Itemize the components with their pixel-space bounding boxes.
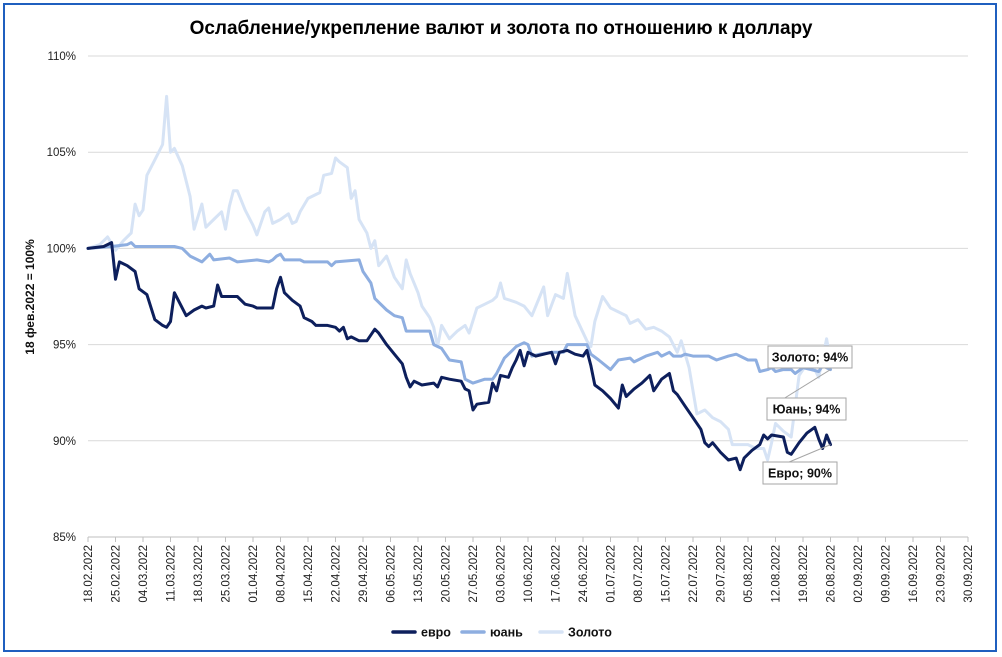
y-tick-label: 95% — [53, 340, 76, 352]
callout-label: Золото; 94% — [772, 351, 849, 365]
x-tick-label: 26.08.2022 — [826, 545, 838, 603]
x-tick-label: 06.05.2022 — [386, 545, 398, 603]
x-tick-label: 03.06.2022 — [496, 545, 508, 603]
y-tick-label: 90% — [53, 436, 76, 448]
x-tick-label: 15.04.2022 — [303, 545, 315, 603]
legend-label: Золото — [568, 626, 612, 640]
y-tick-label: 85% — [53, 532, 76, 544]
x-tick-label: 22.04.2022 — [331, 545, 343, 603]
x-axis-ticks: 18.02.2022 25.02.2022 04.03.2022 11.03.2022… — [83, 537, 975, 603]
legend: евро юань Золото — [391, 626, 612, 640]
x-tick-label: 25.02.2022 — [111, 545, 123, 603]
series-line-2 — [86, 94, 832, 462]
x-tick-label: 29.04.2022 — [358, 545, 370, 603]
y-tick-label: 100% — [47, 243, 76, 255]
x-tick-label: 11.03.2022 — [166, 545, 178, 602]
series-line-1 — [86, 241, 832, 385]
callout-box — [766, 397, 847, 421]
grid — [88, 55, 968, 538]
callout-label: Евро; 90% — [768, 467, 832, 481]
x-tick-label: 18.03.2022 — [193, 545, 205, 603]
x-tick-label: 27.05.2022 — [468, 545, 480, 603]
x-tick-label: 20.05.2022 — [441, 545, 453, 603]
legend-label: евро — [421, 626, 451, 640]
x-tick-label: 22.07.2022 — [688, 545, 700, 603]
x-tick-label: 18.02.2022 — [83, 545, 95, 603]
x-tick-label: 04.03.2022 — [138, 545, 150, 603]
x-tick-label: 13.05.2022 — [413, 545, 425, 603]
x-tick-label: 25.03.2022 — [221, 545, 233, 603]
x-tick-label: 23.09.2022 — [936, 545, 948, 603]
chart-title: Ослабление/укрепление валют и золота по … — [190, 18, 813, 39]
x-tick-label: 16.09.2022 — [908, 545, 920, 603]
x-tick-label: 17.06.2022 — [551, 545, 563, 603]
x-tick-label: 01.07.2022 — [606, 545, 618, 603]
x-tick-label: 30.09.2022 — [963, 545, 975, 603]
x-tick-label: 19.08.2022 — [798, 545, 810, 603]
callout-box — [767, 345, 853, 369]
y-axis-label: 18 фев.2022 = 100% — [23, 239, 37, 355]
x-tick-label: 12.08.2022 — [771, 545, 783, 603]
x-tick-label: 24.06.2022 — [578, 545, 590, 603]
legend-label: юань — [490, 626, 523, 640]
y-axis-ticks: 85% 90% 95% 100% 105% 110% — [47, 51, 76, 544]
x-tick-label: 08.04.2022 — [276, 545, 288, 603]
series-line-0 — [86, 241, 832, 472]
y-tick-label: 105% — [47, 147, 76, 159]
series-lines — [86, 94, 832, 472]
x-tick-label: 15.07.2022 — [661, 545, 673, 603]
x-tick-label: 02.09.2022 — [853, 545, 865, 603]
callout-label: Юань; 94% — [773, 403, 841, 417]
x-tick-label: 08.07.2022 — [633, 545, 645, 603]
x-tick-label: 05.08.2022 — [743, 545, 755, 603]
x-tick-label: 01.04.2022 — [248, 545, 260, 603]
x-tick-label: 10.06.2022 — [523, 545, 535, 603]
y-tick-label: 110% — [47, 51, 76, 63]
x-tick-label: 09.09.2022 — [881, 545, 893, 603]
callouts: Золото; 94% Юань; 94% Евро; 90% — [762, 345, 853, 485]
callout-box — [762, 461, 838, 485]
x-tick-label: 29.07.2022 — [716, 545, 728, 603]
